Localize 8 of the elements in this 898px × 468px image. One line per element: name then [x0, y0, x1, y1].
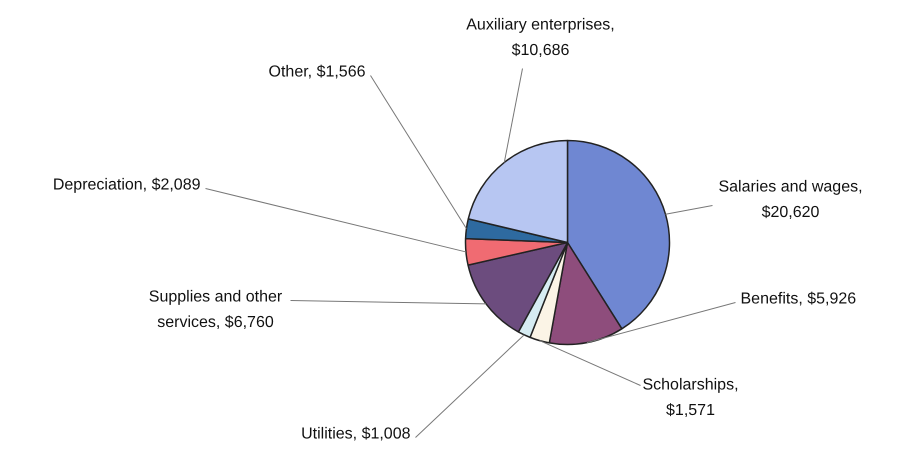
slice-label: Utilities, $1,008: [301, 426, 411, 442]
slice-label: Auxiliary enterprises, $10,686: [466, 16, 615, 59]
slice-label: Benefits, $5,926: [740, 290, 856, 308]
slice-label: Depreciation, $2,089: [52, 176, 201, 194]
slice-label: Supplies and other services, $6,760: [148, 288, 283, 331]
slice-label: Scholarships, $1,571: [642, 376, 739, 419]
slice-label: Other, $1,566: [268, 64, 366, 80]
slice-label: Salaries and wages, $20,620: [718, 178, 863, 221]
